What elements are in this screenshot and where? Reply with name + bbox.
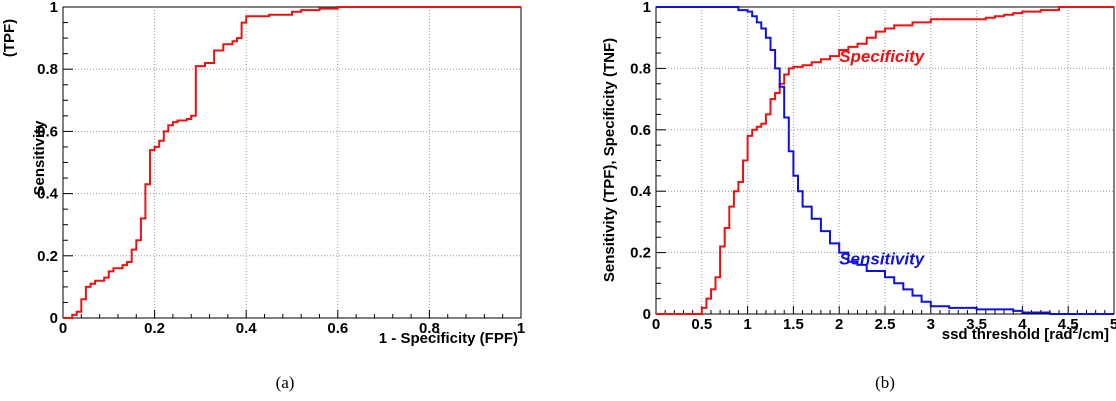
panel-b-y-tick-label: 1 bbox=[643, 0, 651, 16]
panel-b-x-axis-label-main: ssd threshold [rad bbox=[942, 326, 1073, 343]
panel-b-caption: (b) bbox=[875, 373, 895, 392]
panel-a-x-tick-label: 0.4 bbox=[236, 320, 258, 337]
panel-b-x-tick-label: 1.5 bbox=[783, 316, 804, 333]
panel-b-x-axis-label-superscript: 2 bbox=[1073, 325, 1079, 336]
panel-a-y-tick-label: 1 bbox=[50, 0, 58, 16]
panel-b-x-tick-label: 5 bbox=[1110, 316, 1116, 333]
panel-a-y-tick-label: 0.6 bbox=[37, 123, 58, 140]
panel-a-y-tick-label: 0.2 bbox=[37, 248, 58, 265]
panel-a-x-tick-label: 0.2 bbox=[144, 320, 165, 337]
panel-b-ticks: 0 0.5 1 1.5 2 2.5 3 3.5 4 4.5 5 0 0.2 0.4 0.6 0.8 1 bbox=[630, 0, 1116, 333]
panel-a-x-tick-label: 0 bbox=[59, 320, 67, 337]
panel-b-x-tick-label: 4 bbox=[1018, 316, 1027, 333]
panel-b-annotations: Specificity Sensitivity bbox=[839, 47, 926, 269]
panel-a-plot-frame bbox=[62, 6, 522, 319]
panel-b-x-tick-label: 3 bbox=[927, 316, 935, 333]
panel-a-roc-chart: 0 0.2 0.4 0.6 0.8 1 0 0.2 0.4 0.6 0.8 1 1 - Specifi… bbox=[1, 0, 525, 392]
panel-a-ticks: 0 0.2 0.4 0.6 0.8 1 0 0.2 0.4 0.6 0.8 1 bbox=[37, 0, 525, 337]
panel-b-y-tick-label: 0.8 bbox=[630, 60, 651, 77]
panel-a-gridlines bbox=[63, 7, 521, 318]
panel-b-y-tick-label: 0.2 bbox=[630, 245, 651, 262]
panel-a-caption: (a) bbox=[276, 373, 295, 392]
panel-b-series-sensitivity-line bbox=[656, 6, 1114, 315]
panel-b-x-tick-label: 4.5 bbox=[1058, 316, 1079, 333]
panel-b-y-tick-label: 0.6 bbox=[630, 122, 651, 139]
panel-a-x-tick-label: 0.8 bbox=[419, 320, 440, 337]
panel-a-y-axis-label-unit: (TPF) bbox=[1, 19, 18, 57]
panel-b-series bbox=[656, 6, 1114, 315]
panel-a-y-tick-label: 0.8 bbox=[37, 61, 58, 78]
panel-b-x-tick-label: 0.5 bbox=[691, 316, 712, 333]
panel-b-y-tick-label: 0 bbox=[643, 306, 651, 323]
panel-b-series-specificity-line bbox=[656, 6, 1114, 315]
panel-a-y-tick-label: 0.4 bbox=[37, 186, 59, 203]
panel-a-series-roc-line bbox=[63, 6, 521, 319]
panel-b-y-axis-label: Sensitivity (TPF), Specificity (TNF) bbox=[601, 38, 618, 282]
panel-b-x-tick-label: 3.5 bbox=[966, 316, 987, 333]
panel-b-threshold-chart: 0 0.5 1 1.5 2 2.5 3 3.5 4 4.5 5 0 0.2 0.4 0.6 0.8 1 Spec… bbox=[601, 0, 1116, 392]
panel-b-x-tick-label: 0 bbox=[652, 316, 660, 333]
panel-a-series bbox=[63, 6, 521, 319]
panel-b-x-axis-label: ssd threshold [rad2/cm] bbox=[942, 325, 1109, 343]
panel-b-x-tick-label: 2.5 bbox=[875, 316, 896, 333]
panel-b-x-tick-label: 1 bbox=[743, 316, 751, 333]
panel-a-x-axis-label: 1 - Specificity (FPF) bbox=[379, 330, 518, 347]
panel-b-x-tick-label: 2 bbox=[835, 316, 843, 333]
panel-a-x-tick-label: 0.6 bbox=[327, 320, 348, 337]
panel-b-annotation-sensitivity: Sensitivity bbox=[839, 250, 926, 269]
panel-b-annotation-specificity: Specificity bbox=[839, 47, 926, 66]
panel-b-y-tick-label: 0.4 bbox=[630, 183, 652, 200]
panel-a-y-axis-label: Sensitivity bbox=[31, 120, 48, 196]
panel-a-y-tick-label: 0 bbox=[50, 310, 58, 327]
panel-b-x-axis-label-tail: /cm] bbox=[1078, 326, 1109, 343]
panel-a-x-tick-label: 1 bbox=[517, 320, 525, 337]
